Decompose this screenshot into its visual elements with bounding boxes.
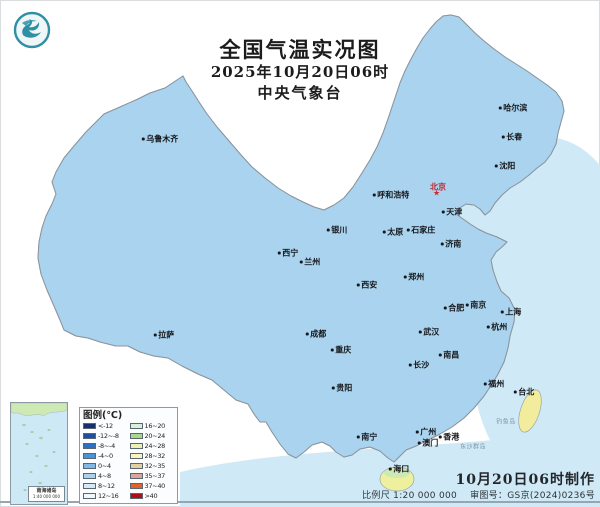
legend-label: >40 bbox=[144, 492, 158, 500]
inset-scale: 1:40 000 000 bbox=[32, 495, 61, 500]
legend-swatch bbox=[83, 432, 96, 440]
legend-swatch bbox=[83, 462, 96, 470]
legend-label: 20~24 bbox=[144, 432, 166, 440]
legend-swatch bbox=[129, 452, 143, 460]
legend-item: >40 bbox=[129, 491, 175, 501]
legend-swatch bbox=[129, 482, 143, 490]
legend-swatch bbox=[129, 442, 143, 450]
legend-item: -8~-4 bbox=[83, 441, 128, 451]
legend-swatch bbox=[83, 422, 96, 430]
legend-swatch bbox=[83, 452, 96, 460]
inset-caption-box: 南海诸岛 1:40 000 000 bbox=[28, 486, 65, 502]
legend-swatch bbox=[129, 492, 143, 500]
legend-title: 图例(℃) bbox=[83, 410, 123, 421]
legend-label: 0~4 bbox=[98, 462, 111, 470]
legend-swatch bbox=[83, 492, 96, 500]
legend-label: <-12 bbox=[98, 422, 113, 430]
legend-item: 8~12 bbox=[83, 481, 128, 491]
legend-label: 12~16 bbox=[98, 492, 119, 500]
map-scale: 比例尺 1:20 000 000 bbox=[362, 491, 458, 501]
legend-item: 35~37 bbox=[129, 471, 175, 481]
legend-swatch bbox=[83, 472, 96, 480]
map-approval: 审图号：GS京(2024)0236号 bbox=[470, 491, 595, 501]
legend-item: -12~-8 bbox=[83, 431, 128, 441]
legend-label: -12~-8 bbox=[98, 432, 119, 440]
hainan-island bbox=[379, 466, 415, 492]
legend-label: 24~28 bbox=[144, 442, 166, 450]
legend-item: 32~35 bbox=[129, 461, 175, 471]
legend-item: 20~24 bbox=[129, 431, 175, 441]
legend-label: 16~20 bbox=[144, 422, 166, 430]
taiwan-island bbox=[518, 389, 542, 433]
title-agency: 中央气象台 bbox=[257, 84, 343, 102]
production-time: 10月20日06时制作 bbox=[455, 472, 595, 488]
legend-swatch bbox=[129, 462, 143, 470]
map-frame-bottom-border bbox=[0, 501, 600, 503]
legend-item: 16~20 bbox=[129, 421, 175, 431]
legend-item: -4~0 bbox=[83, 451, 128, 461]
legend-item: 24~28 bbox=[129, 441, 175, 451]
legend-label: -4~0 bbox=[98, 452, 113, 460]
legend-item: 0~4 bbox=[83, 461, 128, 471]
legend-swatch bbox=[129, 472, 143, 480]
inset-label: 南海诸岛 bbox=[36, 488, 57, 494]
map-meta: 比例尺 1:20 000 000 审图号：GS京(2024)0236号 bbox=[362, 488, 595, 501]
legend-item: 4~8 bbox=[83, 471, 128, 481]
legend-item: <-12 bbox=[83, 421, 128, 431]
legend-label: 4~8 bbox=[98, 472, 111, 480]
legend-label: 37~40 bbox=[144, 482, 166, 490]
legend-swatch bbox=[83, 442, 96, 450]
legend-item: 37~40 bbox=[129, 481, 175, 491]
legend-item: 28~32 bbox=[129, 451, 175, 461]
south-china-sea-inset: 南海诸岛 1:40 000 000 bbox=[10, 402, 68, 505]
legend-panel: 图例(℃) <-12 -12~-8 -8~-4 -4~0 0~4 4~8 8~12 12~16… bbox=[79, 407, 178, 504]
meteorological-logo-icon bbox=[13, 11, 51, 49]
legend-items: <-12 -12~-8 -8~-4 -4~0 0~4 4~8 8~12 12~16 16~20 2… bbox=[83, 421, 174, 501]
title-datetime: 2025年10月20日06时 bbox=[210, 63, 390, 81]
map-title-block: 全国气温实况图 2025年10月20日06时 中央气象台 bbox=[0, 38, 600, 104]
legend-label: -8~-4 bbox=[98, 442, 115, 450]
legend-swatch bbox=[129, 432, 143, 440]
legend-swatch bbox=[83, 482, 96, 490]
legend-swatch bbox=[129, 422, 143, 430]
legend-item: 12~16 bbox=[83, 491, 128, 501]
legend-label: 35~37 bbox=[144, 472, 166, 480]
legend-label: 32~35 bbox=[144, 462, 166, 470]
legend-label: 28~32 bbox=[144, 452, 166, 460]
legend-label: 8~12 bbox=[98, 482, 115, 490]
page-title: 全国气温实况图 bbox=[219, 37, 381, 62]
